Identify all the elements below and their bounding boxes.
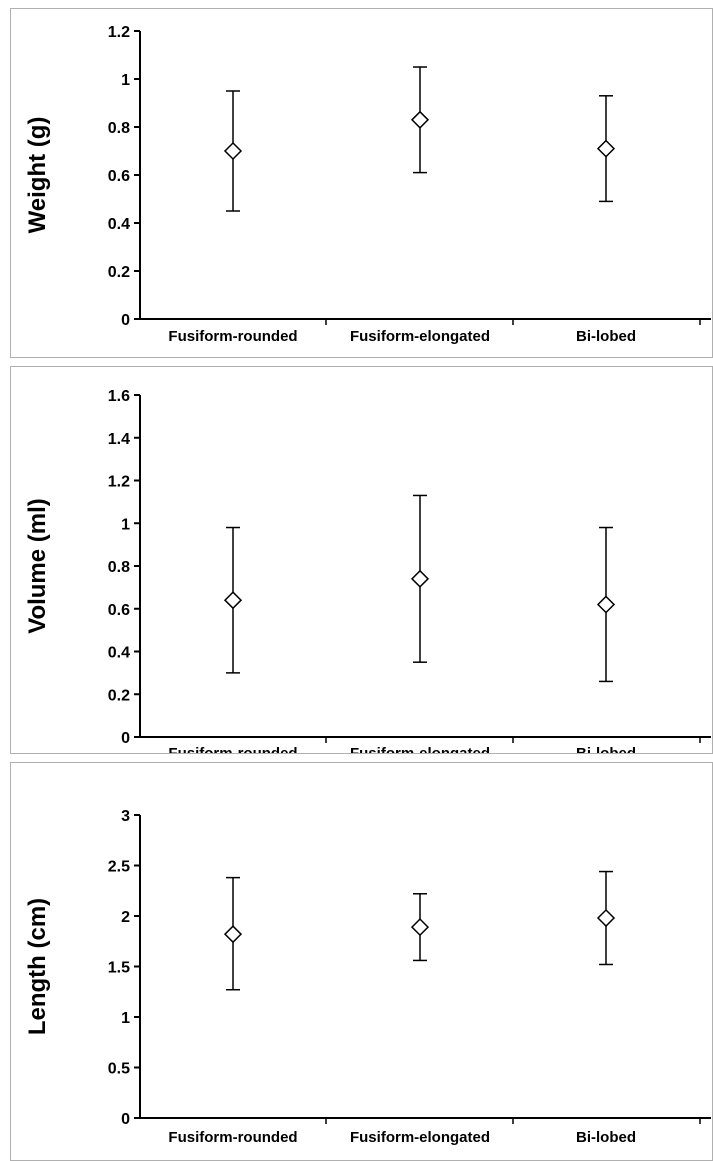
y-tick-label: 1.2 xyxy=(108,24,130,41)
y-tick-label: 1 xyxy=(121,72,130,89)
data-point-diamond xyxy=(410,110,430,129)
x-category-label: Fusiform-rounded xyxy=(168,1129,297,1146)
x-category-label: Bi-lobed xyxy=(576,328,636,345)
data-point-diamond xyxy=(223,925,243,944)
y-tick-label: 0.6 xyxy=(108,168,130,185)
y-tick-label: 1 xyxy=(121,516,130,533)
data-point-diamond xyxy=(410,918,430,937)
y-axis-title: Weight (g) xyxy=(24,117,51,234)
y-tick-label: 1.5 xyxy=(108,960,130,977)
x-category-label: Fusiform-elongated xyxy=(350,328,490,345)
y-tick-label: 1.4 xyxy=(108,431,130,448)
data-point-diamond xyxy=(223,141,243,161)
y-tick-label: 0.8 xyxy=(108,120,130,137)
y-tick-label: 1.6 xyxy=(108,388,130,405)
y-tick-label: 0 xyxy=(121,312,130,329)
y-tick-label: 0.2 xyxy=(108,264,130,281)
volume-chart: 0 0.2 0.4 0.6 0.8 1 1.2 1.4 1.6 Fusiform-rounded F… xyxy=(24,388,711,753)
y-tick-label: 2.5 xyxy=(108,859,130,876)
data-point-diamond xyxy=(223,591,243,610)
y-tick-label: 3 xyxy=(121,808,130,825)
y-tick-label: 0 xyxy=(121,730,130,747)
y-axis-title: Volume (ml) xyxy=(24,498,51,634)
y-tick-label: 0.8 xyxy=(108,559,130,576)
x-category-label: Bi-lobed xyxy=(576,1129,636,1146)
y-tick-label: 1 xyxy=(121,1010,130,1027)
y-tick-label: 0.2 xyxy=(108,687,130,704)
weight-chart-panel: 0 0.2 0.4 0.6 0.8 1 1.2 Fusiform-rounded Fusifor… xyxy=(10,8,713,358)
x-category-label: Bi-lobed xyxy=(576,745,636,753)
x-category-label: Fusiform-elongated xyxy=(350,1129,490,1146)
y-tick-label: 1.2 xyxy=(108,474,130,491)
x-category-label: Fusiform-rounded xyxy=(168,328,297,345)
data-point-diamond xyxy=(410,569,430,588)
y-tick-label: 0.4 xyxy=(108,645,130,662)
y-tick-label: 2 xyxy=(121,909,130,926)
length-chart: 0 0.5 1 1.5 2 2.5 3 Fusiform-rounded Fusiform-el… xyxy=(24,808,711,1146)
length-chart-panel: 0 0.5 1 1.5 2 2.5 3 Fusiform-rounded Fusiform-el… xyxy=(10,762,713,1161)
y-axis-title: Length (cm) xyxy=(24,898,51,1035)
y-tick-label: 0 xyxy=(121,1111,130,1128)
data-point-diamond xyxy=(596,139,616,158)
y-tick-label: 0.6 xyxy=(108,602,130,619)
data-point-diamond xyxy=(596,595,616,614)
y-tick-label: 0.5 xyxy=(108,1061,130,1078)
y-tick-label: 0.4 xyxy=(108,216,130,233)
x-category-label: Fusiform-elongated xyxy=(350,745,490,753)
x-category-label: Fusiform-rounded xyxy=(168,745,297,753)
weight-chart: 0 0.2 0.4 0.6 0.8 1 1.2 Fusiform-rounded Fusifor… xyxy=(24,24,711,345)
volume-chart-panel: 0 0.2 0.4 0.6 0.8 1 1.2 1.4 1.6 Fusiform-rounded F… xyxy=(10,366,713,754)
data-point-diamond xyxy=(596,908,616,928)
